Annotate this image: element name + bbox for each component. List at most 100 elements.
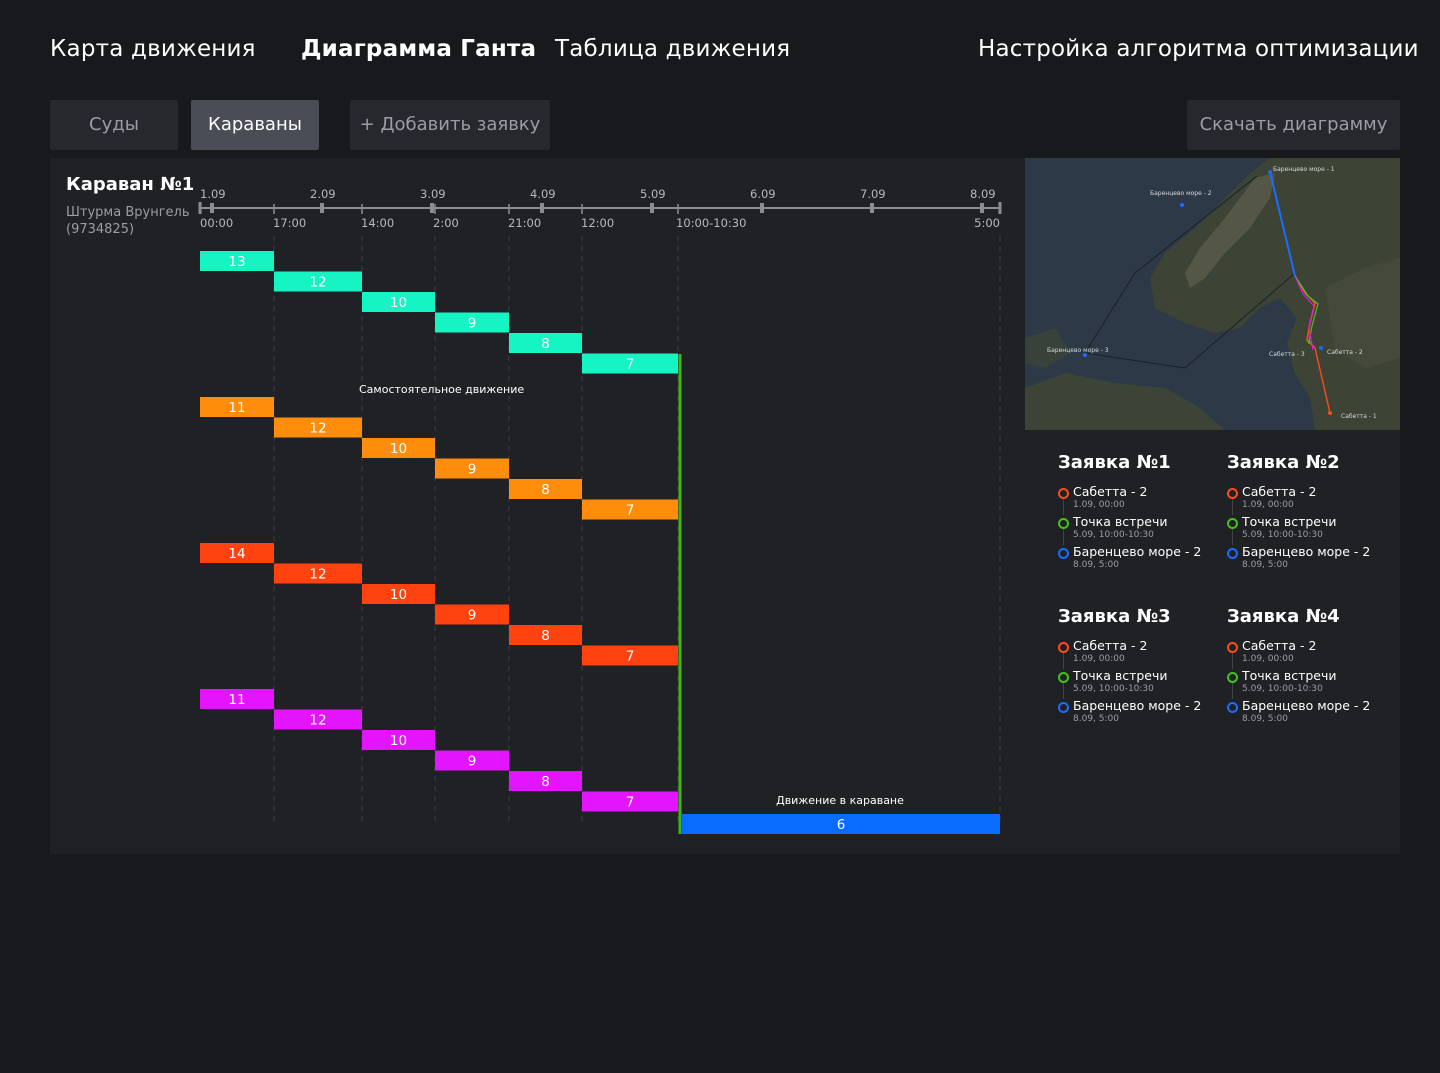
date-label: 5.09 xyxy=(640,187,666,201)
stop-time: 5.09, 10:00-10:30 xyxy=(1242,684,1323,694)
time-label: 21:00 xyxy=(508,216,541,230)
request-card[interactable]: Заявка №4 Сабетта - 2 1.09, 00:00 Точка вст… xyxy=(1227,606,1397,729)
date-label: 8.09 xyxy=(970,187,996,201)
stop-time: 1.09, 00:00 xyxy=(1242,654,1294,664)
nav-traffic-table[interactable]: Таблица движения xyxy=(555,36,791,62)
stop-connector xyxy=(1063,683,1064,699)
time-label: 2:00 xyxy=(433,216,459,230)
map-label-barents2: Баренцево море - 2 xyxy=(1150,190,1212,197)
nav-optimization-settings[interactable]: Настройка алгоритма оптимизации xyxy=(978,36,1419,62)
gantt-bar-label: 7 xyxy=(626,795,635,811)
download-diagram-button[interactable]: Скачать диаграмму xyxy=(1187,100,1400,150)
request-title: Заявка №1 xyxy=(1058,452,1171,473)
request-card[interactable]: Заявка №2 Сабетта - 2 1.09, 00:00 Точка вст… xyxy=(1227,452,1397,575)
gantt-bar xyxy=(509,625,582,645)
gantt-bar-label: 10 xyxy=(390,295,407,311)
request-card[interactable]: Заявка №3 Сабетта - 2 1.09, 00:00 Точка вст… xyxy=(1058,606,1228,729)
time-label: 12:00 xyxy=(581,216,614,230)
route-map[interactable]: Баренцево море - 1 Баренцево море - 2 Ба… xyxy=(1025,158,1400,430)
gantt-bar-label: 8 xyxy=(541,628,550,644)
stop-connector xyxy=(1232,499,1233,515)
gantt-bar-label: 11 xyxy=(228,400,245,416)
stop-name: Баренцево море - 2 xyxy=(1073,698,1202,713)
gantt-bar xyxy=(274,417,362,438)
gantt-bar xyxy=(582,353,678,374)
stop-time: 5.09, 10:00-10:30 xyxy=(1073,530,1154,540)
gantt-bar-label: 11 xyxy=(228,692,245,708)
ships-tab-button[interactable]: Суды xyxy=(50,100,178,150)
stop-name: Точка встречи xyxy=(1242,514,1337,529)
gantt-bar-label: 7 xyxy=(626,649,635,665)
gantt-bar-label: 14 xyxy=(228,546,245,562)
stop-time: 8.09, 5:00 xyxy=(1242,714,1288,724)
gantt-chart: 1.09 2.09 3.09 4.09 5.09 6.09 7.09 8.09 00:00 17:… xyxy=(198,187,1002,834)
stop-name: Точка встречи xyxy=(1242,668,1337,683)
stop-connector xyxy=(1063,529,1064,545)
stop-marker-icon xyxy=(1058,702,1069,713)
request-stop: Точка встречи 5.09, 10:00-10:30 xyxy=(1058,669,1228,699)
map-label-sabetta1: Сабетта - 1 xyxy=(1341,413,1377,420)
gantt-bar xyxy=(509,479,582,499)
time-label: 00:00 xyxy=(200,216,233,230)
gantt-bar-label: 12 xyxy=(309,421,326,437)
gantt-bar xyxy=(362,292,435,312)
stop-connector xyxy=(1232,683,1233,699)
nav-traffic-map[interactable]: Карта движения xyxy=(50,36,256,62)
stop-marker-icon xyxy=(1227,642,1238,653)
stop-time: 1.09, 00:00 xyxy=(1073,500,1125,510)
gantt-bar-label: 9 xyxy=(468,462,477,478)
gantt-bar-label: 9 xyxy=(468,316,477,332)
gantt-bar-label: 9 xyxy=(468,754,477,770)
caravan-bar-label: 6 xyxy=(837,817,846,833)
gantt-bar xyxy=(362,438,435,458)
gantt-bar xyxy=(274,709,362,730)
gantt-bar-label: 10 xyxy=(390,587,407,603)
gantt-bar xyxy=(362,730,435,750)
gantt-bar xyxy=(274,271,362,292)
gantt-bar-label: 9 xyxy=(468,608,477,624)
stop-marker-icon xyxy=(1058,488,1069,499)
time-label: 10:00-10:30 xyxy=(676,216,746,230)
request-title: Заявка №3 xyxy=(1058,606,1171,627)
stop-name: Баренцево море - 2 xyxy=(1242,544,1371,559)
stop-time: 5.09, 10:00-10:30 xyxy=(1242,530,1323,540)
gantt-bar xyxy=(200,251,274,271)
nav-gantt-chart[interactable]: Диаграмма Ганта xyxy=(301,36,537,62)
date-label: 7.09 xyxy=(860,187,886,201)
gantt-bar-label: 10 xyxy=(390,441,407,457)
add-request-button[interactable]: + Добавить заявку xyxy=(350,100,550,150)
caravan-title: Караван №1 xyxy=(66,174,195,195)
stop-marker-icon xyxy=(1227,672,1238,683)
gantt-bar xyxy=(362,584,435,604)
gantt-bar xyxy=(200,689,274,709)
request-stop: Баренцево море - 2 8.09, 5:00 xyxy=(1058,545,1228,575)
stop-marker-icon xyxy=(1227,488,1238,499)
gantt-bar xyxy=(509,333,582,353)
gantt-bar-label: 12 xyxy=(309,275,326,291)
vessel-name: Штурма Врунгель xyxy=(66,205,190,220)
date-label: 4.09 xyxy=(530,187,556,201)
time-label: 17:00 xyxy=(273,216,306,230)
gantt-bar-label: 8 xyxy=(541,336,550,352)
request-stop: Точка встречи 5.09, 10:00-10:30 xyxy=(1058,515,1228,545)
map-label-sabetta2: Сабетта - 2 xyxy=(1327,349,1363,356)
gantt-bar xyxy=(200,397,274,417)
request-card[interactable]: Заявка №1 Сабетта - 2 1.09, 00:00 Точка вст… xyxy=(1058,452,1228,575)
stop-marker-icon xyxy=(1058,518,1069,529)
gantt-bar xyxy=(435,750,509,771)
stop-name: Сабетта - 2 xyxy=(1073,638,1148,653)
date-label: 2.09 xyxy=(310,187,336,201)
stop-time: 1.09, 00:00 xyxy=(1073,654,1125,664)
request-stop: Баренцево море - 2 8.09, 5:00 xyxy=(1058,699,1228,729)
vessel-info: Штурма Врунгель (9734825) xyxy=(66,204,196,238)
request-title: Заявка №2 xyxy=(1227,452,1340,473)
gantt-bar xyxy=(435,458,509,479)
stop-marker-icon xyxy=(1227,518,1238,529)
date-label: 1.09 xyxy=(200,187,226,201)
stop-time: 5.09, 10:00-10:30 xyxy=(1073,684,1154,694)
request-stop: Баренцево море - 2 8.09, 5:00 xyxy=(1227,545,1397,575)
stop-name: Баренцево море - 2 xyxy=(1073,544,1202,559)
caravans-tab-button[interactable]: Караваны xyxy=(191,100,319,150)
stop-connector xyxy=(1232,529,1233,545)
time-label: 14:00 xyxy=(361,216,394,230)
